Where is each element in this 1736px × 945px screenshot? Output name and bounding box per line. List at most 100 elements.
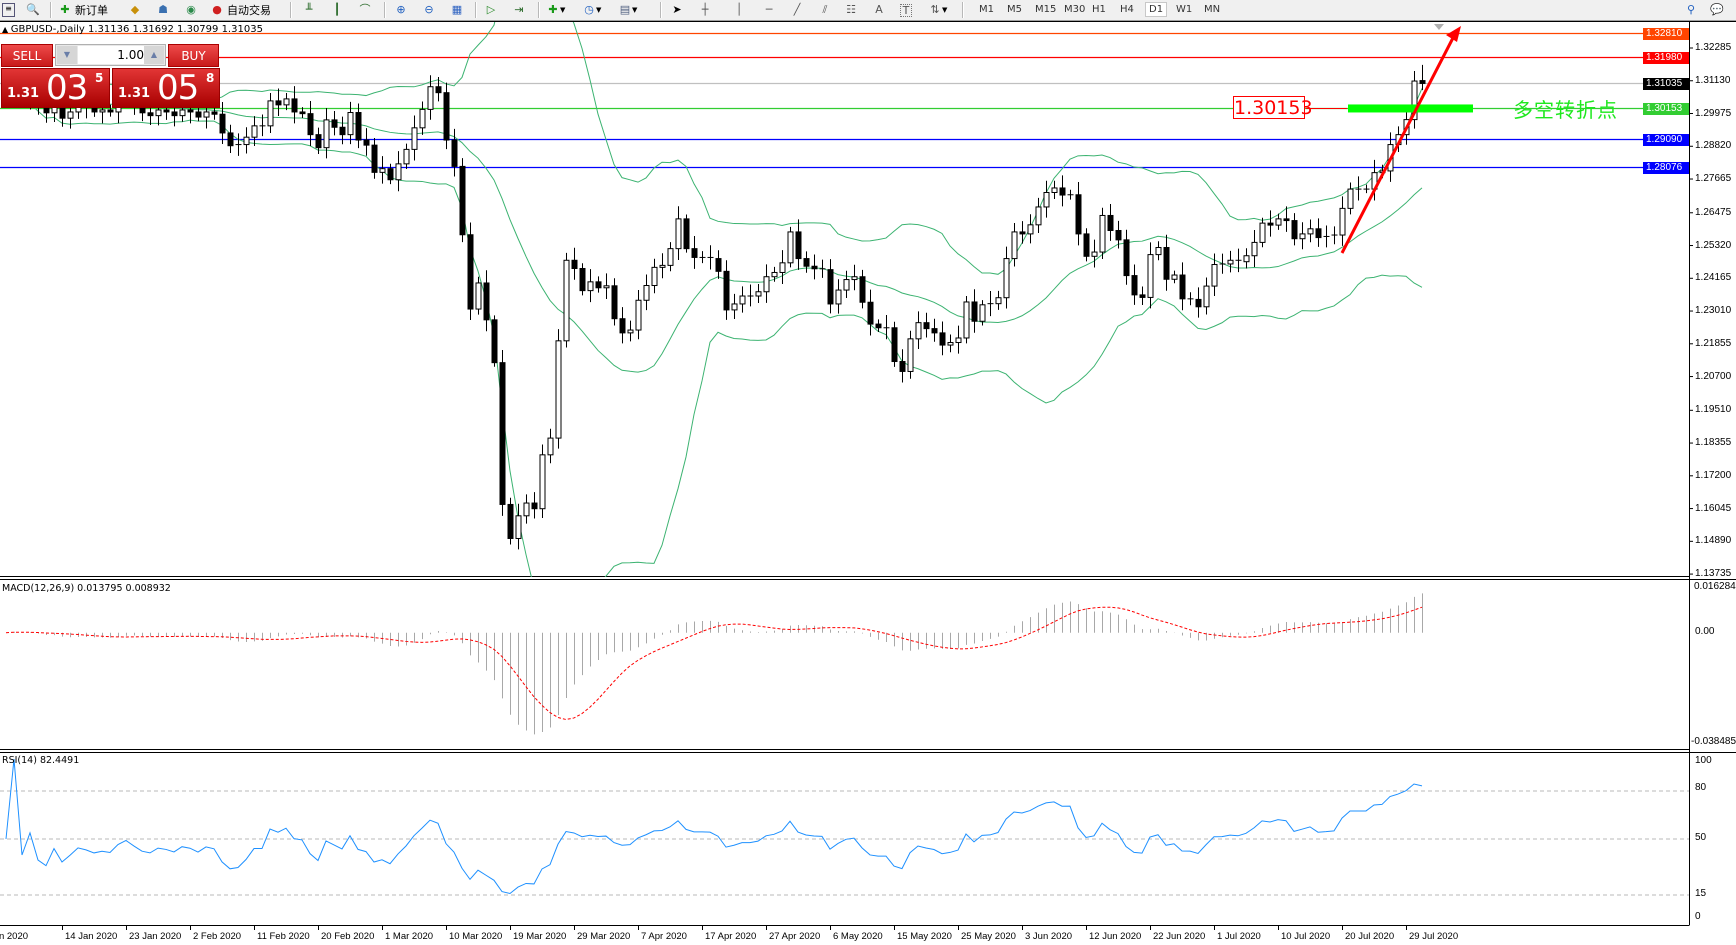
candle-body bbox=[1195, 298, 1202, 308]
text-label-icon[interactable]: T bbox=[900, 2, 912, 18]
person-icon[interactable]: ☗ bbox=[158, 3, 168, 16]
candle bbox=[963, 295, 970, 344]
cursor-icon[interactable]: ➤ bbox=[672, 3, 682, 16]
auto-trade-button[interactable]: ● 自动交易 bbox=[210, 2, 271, 18]
candle bbox=[1107, 203, 1114, 241]
templates-icon[interactable]: ▤ ▼ bbox=[619, 3, 638, 16]
candle-body bbox=[595, 281, 602, 289]
vertical-line-icon[interactable]: │ bbox=[735, 3, 743, 16]
candle bbox=[1051, 180, 1058, 199]
zoom-doc-icon[interactable]: 🔍 bbox=[26, 3, 40, 16]
indicators-icon[interactable]: ✚ ▼ bbox=[548, 3, 566, 16]
one-click-trading-panel: SELL ▼ ▲ BUY 1.31 03 5 1.31 05 8 bbox=[0, 44, 220, 108]
horizontal-line-icon[interactable]: ─ bbox=[765, 3, 773, 16]
candle-body bbox=[947, 342, 954, 346]
candle-body bbox=[307, 113, 314, 136]
date-tick-label: 19 Mar 2020 bbox=[513, 931, 567, 942]
candle-body bbox=[627, 329, 634, 334]
candle-body bbox=[651, 266, 658, 287]
candle bbox=[987, 291, 994, 317]
candle-body bbox=[483, 282, 490, 321]
candle-body bbox=[475, 282, 482, 310]
signal-icon[interactable]: ◉ bbox=[186, 3, 196, 16]
lot-increase-button[interactable]: ▲ bbox=[144, 46, 164, 64]
lot-decrease-button[interactable]: ▼ bbox=[57, 46, 77, 64]
bar-chart-icon[interactable]: ╨ bbox=[305, 3, 313, 16]
price-tick-label: 1.21855 bbox=[1695, 337, 1732, 349]
timeframe-h1[interactable]: H1 bbox=[1092, 4, 1106, 15]
candle bbox=[1035, 197, 1042, 234]
candle-body bbox=[675, 218, 682, 250]
list-icon[interactable]: ≡ bbox=[2, 2, 15, 18]
timeframe-m15[interactable]: M15 bbox=[1035, 4, 1057, 15]
candle-body bbox=[811, 265, 818, 270]
zoom-out-icon[interactable]: ⊖ bbox=[424, 3, 434, 16]
timeframe-mn[interactable]: MN bbox=[1204, 4, 1221, 15]
trendline-icon[interactable]: ╱ bbox=[793, 3, 801, 16]
candle bbox=[635, 289, 642, 340]
candle-body bbox=[899, 361, 906, 372]
zoom-in-icon[interactable]: ⊕ bbox=[396, 3, 406, 16]
timeframe-m1[interactable]: M1 bbox=[979, 4, 994, 15]
level-price-label[interactable]: 1.30153 bbox=[1233, 96, 1313, 119]
search-icon[interactable]: ⚲ bbox=[1686, 3, 1696, 16]
shift-marker-icon[interactable] bbox=[1434, 24, 1444, 30]
timeframe-w1[interactable]: W1 bbox=[1176, 4, 1193, 15]
timeframe-d1[interactable]: D1 bbox=[1145, 2, 1168, 17]
lot-size-input[interactable] bbox=[78, 46, 146, 64]
candle-body bbox=[1123, 239, 1130, 277]
candle bbox=[611, 278, 618, 326]
autoscroll-icon[interactable]: ⇥ bbox=[514, 3, 524, 16]
periods-icon[interactable]: ◷ ▼ bbox=[584, 3, 602, 16]
candle-body bbox=[771, 271, 778, 278]
crosshair-icon[interactable]: ┼ bbox=[701, 3, 709, 16]
macd-panel bbox=[5, 593, 1423, 735]
candle-body bbox=[211, 111, 218, 115]
candle bbox=[643, 274, 650, 311]
candle-body bbox=[931, 328, 938, 334]
chart-shift-icon[interactable]: ▷ bbox=[486, 3, 496, 16]
candle bbox=[315, 127, 322, 154]
candle-body bbox=[1035, 206, 1042, 226]
text-icon[interactable]: A bbox=[875, 3, 883, 16]
candle-body bbox=[435, 86, 442, 94]
sell-button[interactable]: SELL bbox=[1, 44, 53, 67]
sell-price-button[interactable]: 1.31 03 5 bbox=[1, 68, 110, 108]
channels-icon[interactable]: ☷ bbox=[846, 3, 856, 16]
candle bbox=[1291, 213, 1298, 246]
candle-body bbox=[539, 454, 546, 510]
trend-arrow-line[interactable] bbox=[1340, 33, 1457, 254]
candle-body bbox=[379, 168, 386, 173]
candle bbox=[1027, 214, 1034, 244]
candle-chart-icon[interactable]: ┃ bbox=[333, 3, 341, 16]
candle-body bbox=[243, 136, 250, 146]
tile-windows-icon[interactable]: ▦ bbox=[451, 3, 463, 16]
timeframe-m5[interactable]: M5 bbox=[1007, 4, 1022, 15]
buy-price-button[interactable]: 1.31 05 8 bbox=[112, 68, 220, 108]
candle-body bbox=[827, 269, 834, 305]
candle-body bbox=[291, 98, 298, 113]
candle-body bbox=[787, 231, 794, 264]
line-chart-icon[interactable]: ⌒ bbox=[359, 3, 371, 16]
price-tick-label: 1.26475 bbox=[1695, 206, 1732, 218]
arrows-icon[interactable]: ⇅ ▼ bbox=[930, 3, 948, 16]
buy-button[interactable]: BUY bbox=[168, 44, 219, 67]
sell-price-prefix: 1.31 bbox=[7, 86, 40, 101]
chat-icon[interactable]: 💬 bbox=[1710, 3, 1724, 16]
collapse-triangle-icon[interactable]: ▲ bbox=[2, 25, 11, 34]
candle bbox=[875, 319, 882, 333]
candle bbox=[435, 77, 442, 102]
pivot-point-text[interactable]: 多空转折点 bbox=[1513, 98, 1618, 122]
timeframe-m30[interactable]: M30 bbox=[1064, 4, 1086, 15]
new-order-button[interactable]: ✚ 新订单 bbox=[58, 2, 108, 18]
gold-icon[interactable]: ◆ bbox=[130, 3, 140, 16]
candle-body bbox=[915, 322, 922, 340]
fibonacci-icon[interactable]: ⫽ bbox=[822, 3, 828, 16]
macd-signal-line bbox=[5, 606, 1423, 721]
separator bbox=[50, 2, 52, 18]
pivot-highlight-bar[interactable] bbox=[1348, 104, 1473, 113]
rsi-axis-15: 15 bbox=[1695, 888, 1707, 899]
timeframe-h4[interactable]: H4 bbox=[1120, 4, 1134, 15]
candle-body bbox=[739, 295, 746, 305]
